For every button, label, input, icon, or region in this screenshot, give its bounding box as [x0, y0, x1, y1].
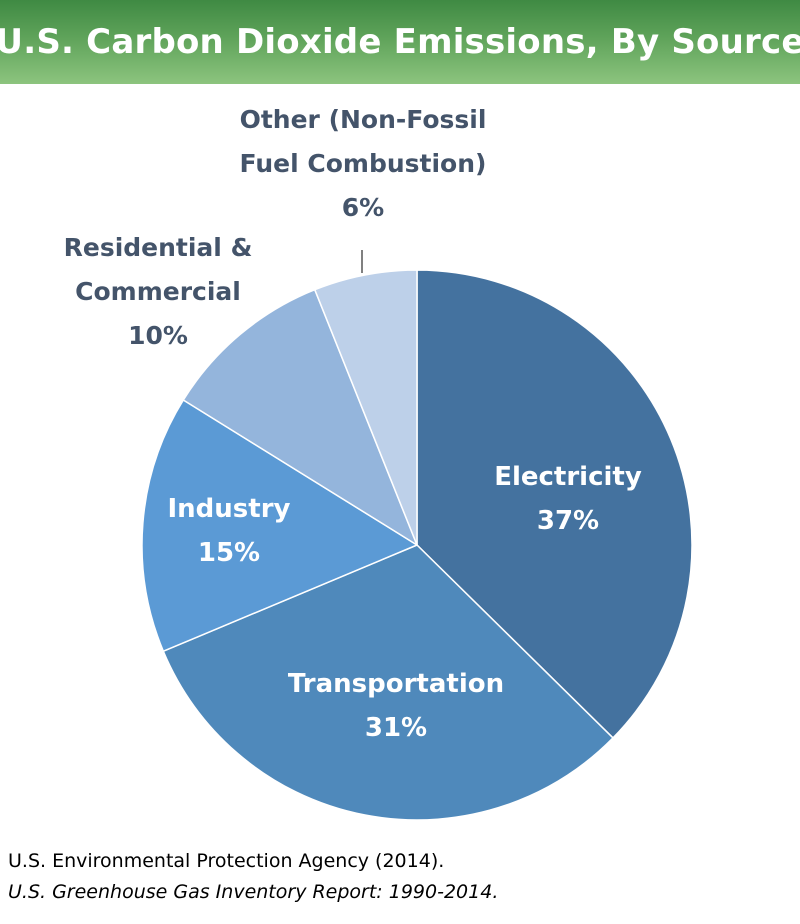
pie-slice-transportation [162, 544, 614, 821]
pie-slice-industry [141, 399, 418, 652]
label-other-line1: Other (Non-Fossil [239, 105, 487, 134]
pie-slice-other [314, 269, 418, 546]
pie-slices [141, 269, 693, 821]
slice-label-industry: Industry [168, 494, 291, 524]
chart-title: U.S. Carbon Dioxide Emissions, By Source [0, 22, 800, 62]
pie-inside-labels: Electricity 37% Transportation 31% Industry 1… [168, 462, 642, 743]
slice-label-electricity: Electricity [494, 462, 642, 492]
label-other: Other (Non-Fossil Fuel Combustion) 6% [240, 98, 487, 230]
label-residential-line2: Commercial [75, 277, 241, 306]
label-residential-value: 10% [128, 321, 188, 350]
slice-label-transportation: Transportation [288, 669, 504, 699]
pie-slice-electricity [416, 269, 693, 739]
label-other-value: 6% [341, 193, 385, 222]
slice-value-electricity: 37% [537, 506, 599, 536]
pie-slice-residential-commercial [182, 288, 418, 546]
source-citation: U.S. Environmental Protection Agency (20… [8, 846, 498, 908]
source-line2: U.S. Greenhouse Gas Inventory Report: 19… [8, 881, 499, 903]
source-line1: U.S. Environmental Protection Agency (20… [8, 850, 445, 872]
slice-value-transportation: 31% [365, 713, 427, 743]
slice-value-industry: 15% [198, 538, 260, 568]
label-other-line2: Fuel Combustion) [239, 149, 487, 178]
label-residential-line1: Residential & [63, 233, 253, 262]
label-residential-commercial: Residential & Commercial 10% [64, 226, 253, 358]
title-bar: U.S. Carbon Dioxide Emissions, By Source [0, 0, 800, 84]
